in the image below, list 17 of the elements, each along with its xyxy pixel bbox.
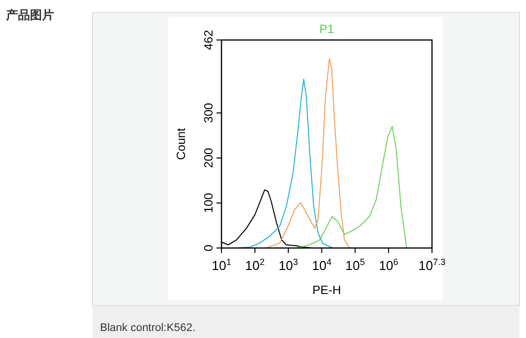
text: Blank control:K562. [100, 322, 196, 334]
x-axis-title: PE-H [312, 283, 342, 297]
y-tick-label: 0 [202, 244, 216, 252]
x-tick-label: 10$^{5}$ [345, 257, 365, 273]
x-tick-label: 10$^{7.3}$ [418, 257, 446, 273]
x-tick-label: 10$^{2}$ [245, 257, 265, 273]
y-tick-label: 200 [202, 148, 216, 168]
y-axis-title: Count [174, 127, 188, 160]
x-tick-label: 10$^{4}$ [312, 257, 332, 273]
x-tick-label: 10$^{6}$ [378, 257, 398, 273]
x-tick-label: 10$^{3}$ [278, 257, 298, 273]
y-tick-label: 462 [202, 30, 216, 50]
y-tick-label: 300 [202, 102, 216, 123]
y-tick-label: 100 [202, 192, 216, 213]
chart-title: P1 [319, 22, 334, 36]
x-tick-label: 10$^{1}$ [212, 257, 232, 273]
text: 产品图片 [5, 8, 54, 22]
